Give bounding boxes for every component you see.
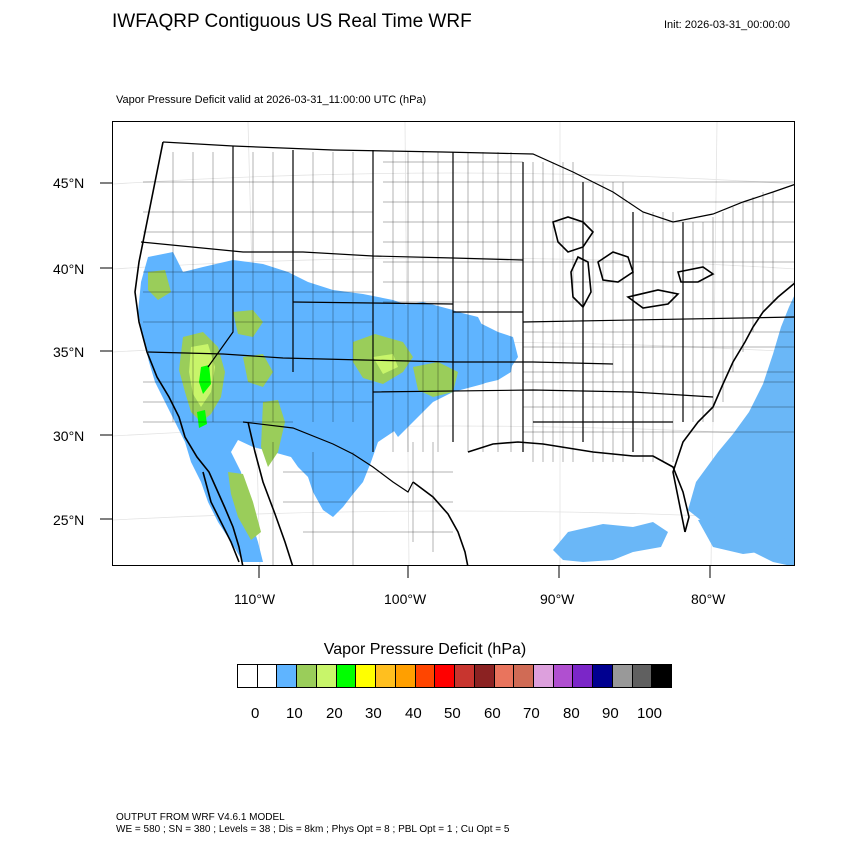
county-borders bbox=[143, 152, 794, 565]
footer-config-line: WE = 580 ; SN = 380 ; Levels = 38 ; Dis … bbox=[116, 824, 510, 835]
colorbar-label-100: 100 bbox=[637, 705, 663, 722]
axis-ticks bbox=[100, 182, 711, 578]
colorbar-swatch bbox=[238, 665, 258, 687]
colorbar-label-50: 50 bbox=[444, 705, 461, 722]
caribbean-dry-region bbox=[698, 514, 788, 554]
colorbar-swatch bbox=[356, 665, 377, 687]
colorbar-label-70: 70 bbox=[523, 705, 540, 722]
colorbar-swatch bbox=[435, 665, 456, 687]
lat-label-40: 40°N bbox=[53, 261, 85, 277]
colorbar-swatch bbox=[316, 665, 337, 687]
lat-label-35: 35°N bbox=[53, 344, 85, 360]
page-title: IWFAQRP Contiguous US Real Time WRF bbox=[112, 11, 472, 32]
colorbar-swatch bbox=[395, 665, 416, 687]
colorbar-label-20: 20 bbox=[326, 705, 343, 722]
colorbar bbox=[237, 664, 672, 688]
colorbar-swatch bbox=[257, 665, 278, 687]
lon-label-100w: 100°W bbox=[384, 591, 427, 607]
colorbar-swatch bbox=[534, 665, 554, 687]
colorbar-label-80: 80 bbox=[563, 705, 580, 722]
lon-label-80w: 80°W bbox=[691, 591, 726, 607]
init-time-label: Init: 2026-03-31_00:00:00 bbox=[664, 19, 790, 31]
colorbar-label-10: 10 bbox=[286, 705, 303, 722]
colorbar-label-90: 90 bbox=[602, 705, 619, 722]
field-subtitle: Vapor Pressure Deficit valid at 2026-03-… bbox=[116, 94, 427, 106]
colorbar-label-30: 30 bbox=[365, 705, 382, 722]
lat-label-45: 45°N bbox=[53, 175, 85, 191]
colorbar-swatch bbox=[632, 665, 653, 687]
footer-model-line: OUTPUT FROM WRF V4.6.1 MODEL bbox=[116, 812, 285, 823]
colorbar-swatch bbox=[494, 665, 515, 687]
colorbar-swatch bbox=[553, 665, 574, 687]
legend-title: Vapor Pressure Deficit (hPa) bbox=[323, 641, 527, 658]
atlantic-dry-region bbox=[688, 296, 794, 565]
colorbar-swatch bbox=[277, 665, 298, 687]
colorbar-swatch bbox=[573, 665, 594, 687]
colorbar-label-60: 60 bbox=[484, 705, 501, 722]
lon-label-110w: 110°W bbox=[234, 591, 276, 607]
lat-label-25: 25°N bbox=[53, 512, 85, 528]
gulf-dry-region bbox=[553, 522, 668, 562]
colorbar-swatch bbox=[455, 665, 475, 687]
colorbar-swatch bbox=[612, 665, 633, 687]
colorbar-label-40: 40 bbox=[405, 705, 422, 722]
vpd-map bbox=[113, 122, 794, 565]
colorbar-swatch bbox=[514, 665, 535, 687]
colorbar-swatch bbox=[376, 665, 396, 687]
colorbar-swatch bbox=[593, 665, 613, 687]
map-panel bbox=[112, 121, 795, 566]
colorbar-swatch bbox=[652, 665, 672, 687]
colorbar-swatch bbox=[415, 665, 436, 687]
colorbar-label-0: 0 bbox=[251, 705, 260, 722]
colorbar-swatch bbox=[474, 665, 495, 687]
colorbar-swatch bbox=[297, 665, 317, 687]
colorbar-swatch bbox=[336, 665, 357, 687]
peak-vpd-patches bbox=[197, 365, 211, 428]
lon-label-90w: 90°W bbox=[540, 591, 575, 607]
lat-label-30: 30°N bbox=[53, 428, 85, 444]
